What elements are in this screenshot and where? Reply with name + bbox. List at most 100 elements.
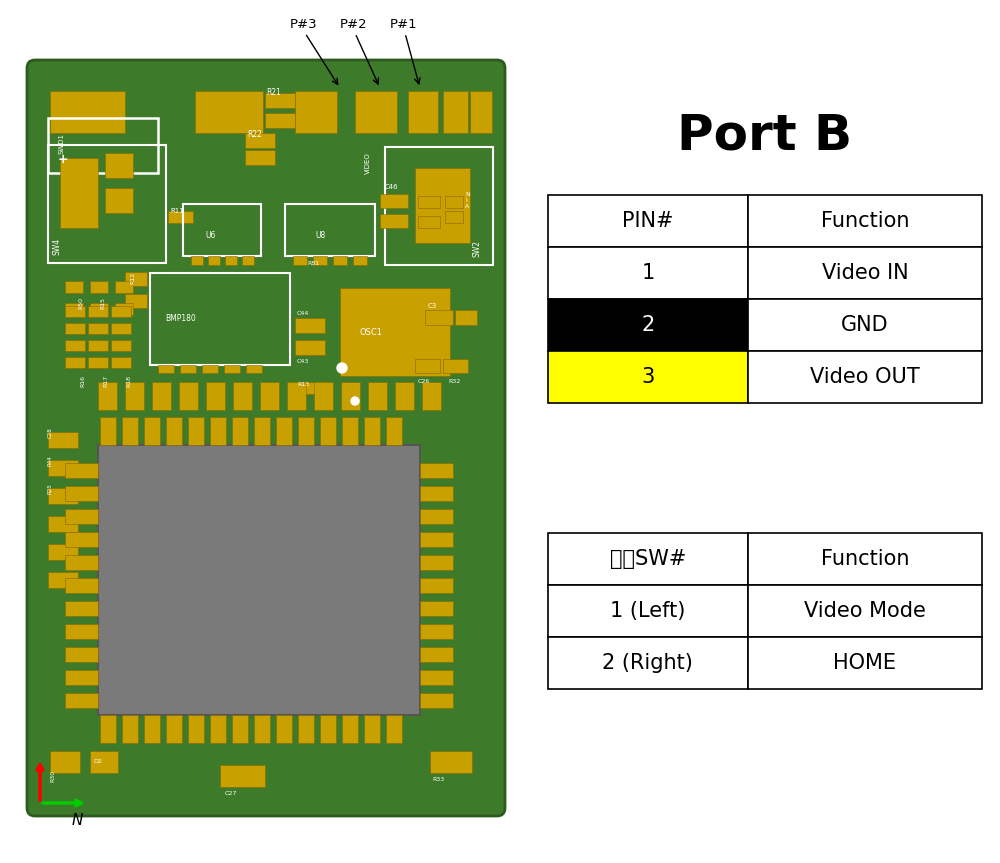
Text: OSC1: OSC1 [360, 328, 383, 337]
Bar [386, 715, 402, 743]
Bar [548, 351, 748, 403]
Bar [340, 288, 450, 376]
Bar [445, 211, 463, 223]
Text: C26: C26 [418, 379, 430, 384]
Text: SW4: SW4 [52, 238, 61, 255]
Bar [420, 486, 453, 501]
Text: PIN#: PIN# [622, 211, 674, 231]
Bar [246, 365, 262, 373]
Text: R17: R17 [103, 375, 108, 387]
Text: +: + [58, 153, 69, 166]
Text: R32: R32 [448, 379, 460, 384]
Bar [65, 532, 98, 547]
Bar [65, 323, 85, 334]
Bar [548, 637, 748, 689]
Bar [295, 318, 325, 333]
Bar [98, 445, 420, 715]
Text: R81: R81 [307, 261, 319, 266]
Bar [65, 303, 83, 315]
Bar [144, 715, 160, 743]
Text: C27: C27 [225, 791, 237, 796]
Bar [50, 91, 125, 133]
Bar [364, 417, 380, 445]
Text: 1 (Left): 1 (Left) [610, 601, 686, 621]
Bar [418, 216, 440, 228]
Bar [355, 91, 397, 133]
Bar [320, 715, 336, 743]
Bar [48, 488, 78, 504]
Bar [65, 340, 85, 351]
Text: R25: R25 [48, 483, 53, 494]
Bar [111, 357, 131, 368]
Bar [298, 417, 314, 445]
Bar [105, 188, 133, 213]
Text: Video IN: Video IN [822, 263, 908, 283]
Bar [341, 382, 360, 410]
Text: R30: R30 [50, 770, 55, 782]
Bar [65, 463, 98, 478]
Bar [285, 204, 375, 256]
Bar [295, 91, 337, 133]
Bar [420, 555, 453, 570]
Bar [320, 417, 336, 445]
Bar [48, 118, 158, 173]
Bar [380, 194, 408, 208]
Bar [748, 299, 982, 351]
Bar [90, 751, 118, 773]
Bar [210, 715, 226, 743]
Bar [260, 382, 279, 410]
Bar [65, 306, 85, 317]
Bar [748, 585, 982, 637]
Text: Function: Function [821, 549, 909, 569]
Text: HOME: HOME [833, 653, 896, 673]
Bar [98, 382, 117, 410]
Bar [420, 578, 453, 593]
Bar [420, 601, 453, 616]
Bar [748, 247, 982, 299]
Bar [395, 382, 414, 410]
Bar [188, 417, 204, 445]
Bar [166, 715, 182, 743]
Bar [206, 382, 225, 410]
Bar [210, 417, 226, 445]
Bar [65, 509, 98, 524]
Bar [166, 417, 182, 445]
Text: R12: R12 [130, 272, 135, 284]
Bar [158, 365, 174, 373]
Bar [122, 715, 138, 743]
Bar [470, 91, 492, 133]
Bar [420, 509, 453, 524]
Bar [225, 256, 237, 265]
Bar [298, 715, 314, 743]
Bar [65, 624, 98, 639]
Bar [111, 323, 131, 334]
Text: C44: C44 [297, 311, 309, 316]
Bar [748, 195, 982, 247]
Text: Function: Function [821, 211, 909, 231]
Bar [208, 256, 220, 265]
Text: C43: C43 [297, 359, 309, 364]
Text: 2 (Right): 2 (Right) [602, 653, 693, 673]
Bar [65, 357, 85, 368]
Bar [125, 382, 144, 410]
Bar [254, 715, 270, 743]
Bar [111, 340, 131, 351]
Text: N
I
A: N I A [465, 192, 470, 209]
Text: N: N [72, 813, 83, 828]
Bar [314, 382, 333, 410]
Bar [295, 340, 325, 355]
Text: R18: R18 [126, 375, 131, 387]
Bar [242, 256, 254, 265]
Bar [122, 417, 138, 445]
Text: 2: 2 [641, 315, 654, 335]
Circle shape [337, 363, 347, 373]
Text: R11: R11 [170, 208, 184, 214]
Bar [48, 432, 78, 448]
Bar [265, 93, 295, 108]
Bar [333, 256, 347, 265]
Bar [548, 533, 748, 585]
Bar [415, 168, 470, 243]
Bar [455, 310, 477, 325]
Bar [111, 306, 131, 317]
Bar [60, 158, 98, 228]
